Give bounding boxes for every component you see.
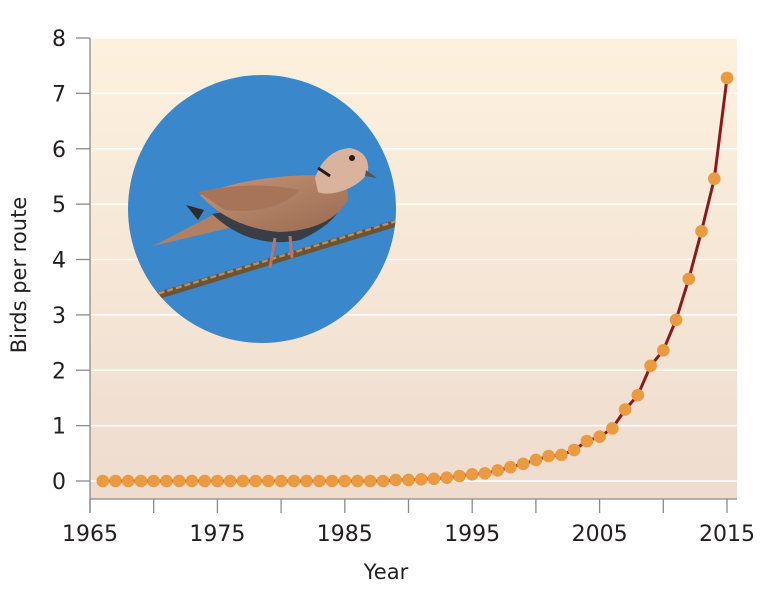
data-point: [414, 473, 428, 486]
data-point: [580, 434, 594, 448]
data-point: [682, 272, 696, 286]
y-tick-labels: 0 1 2 3 4 5 6 7 8: [52, 27, 66, 495]
y-axis-title: Birds per route: [7, 197, 31, 354]
x-tick-label: 1985: [317, 522, 373, 547]
data-point: [223, 474, 237, 488]
data-point: [96, 474, 110, 488]
series-markers: [96, 71, 734, 488]
data-point: [427, 472, 441, 486]
data-point: [657, 344, 670, 357]
data-point: [720, 71, 734, 85]
data-point: [491, 464, 504, 477]
data-point: [555, 448, 568, 462]
data-point: [389, 473, 403, 487]
data-point: [249, 474, 262, 488]
y-tick-label: 2: [52, 359, 66, 384]
y-tick-label: 7: [52, 82, 66, 107]
data-point: [376, 474, 390, 488]
data-point: [300, 474, 313, 488]
data-point: [325, 474, 339, 488]
y-tick-label: 3: [52, 304, 66, 329]
y-tick-label: 6: [52, 138, 66, 163]
data-point: [134, 474, 148, 488]
data-point: [606, 422, 619, 435]
data-point: [351, 474, 364, 488]
data-point: [440, 471, 454, 484]
data-point: [707, 172, 721, 185]
data-point: [313, 474, 326, 488]
x-tick-label: 1995: [444, 522, 500, 547]
data-point: [593, 430, 606, 444]
y-tick-label: 4: [52, 249, 66, 274]
x-axis-title: Year: [363, 560, 409, 584]
y-tick-label: 1: [52, 415, 66, 440]
x-tick-label: 1965: [62, 522, 118, 547]
x-axis-ticks: [89, 499, 728, 513]
data-point: [669, 313, 683, 327]
data-point: [363, 474, 377, 488]
data-point: [236, 474, 250, 488]
data-point: [185, 474, 199, 488]
x-tick-labels: 1965 1975 1985 1995 2005 2015: [62, 522, 755, 547]
x-tick-label: 1975: [189, 522, 245, 547]
data-point: [695, 224, 708, 238]
y-tick-label: 5: [52, 193, 66, 218]
dove-photo: [128, 75, 396, 343]
y-axis-ticks: [76, 37, 90, 482]
y-tick-label: 0: [52, 470, 66, 495]
data-point: [644, 359, 657, 373]
data-point: [338, 474, 352, 488]
data-point: [147, 474, 160, 488]
data-point: [516, 457, 530, 471]
data-point: [478, 466, 492, 480]
data-point: [172, 474, 186, 488]
data-point: [274, 474, 288, 488]
data-point: [542, 449, 555, 463]
data-point: [211, 474, 224, 488]
x-tick-label: 2005: [572, 522, 628, 547]
data-point: [160, 474, 173, 488]
data-point: [453, 469, 466, 483]
data-point: [287, 474, 301, 488]
data-point: [631, 388, 645, 402]
data-point: [121, 474, 135, 488]
data-point: [262, 474, 275, 488]
data-point: [567, 443, 581, 457]
y-tick-label: 8: [52, 27, 66, 52]
data-point: [465, 468, 479, 481]
data-point: [504, 460, 517, 474]
data-point: [109, 474, 122, 488]
data-point: [198, 474, 211, 488]
data-point: [402, 473, 415, 487]
data-point: [618, 403, 632, 416]
x-tick-label: 2015: [699, 522, 755, 547]
data-point: [529, 453, 543, 467]
